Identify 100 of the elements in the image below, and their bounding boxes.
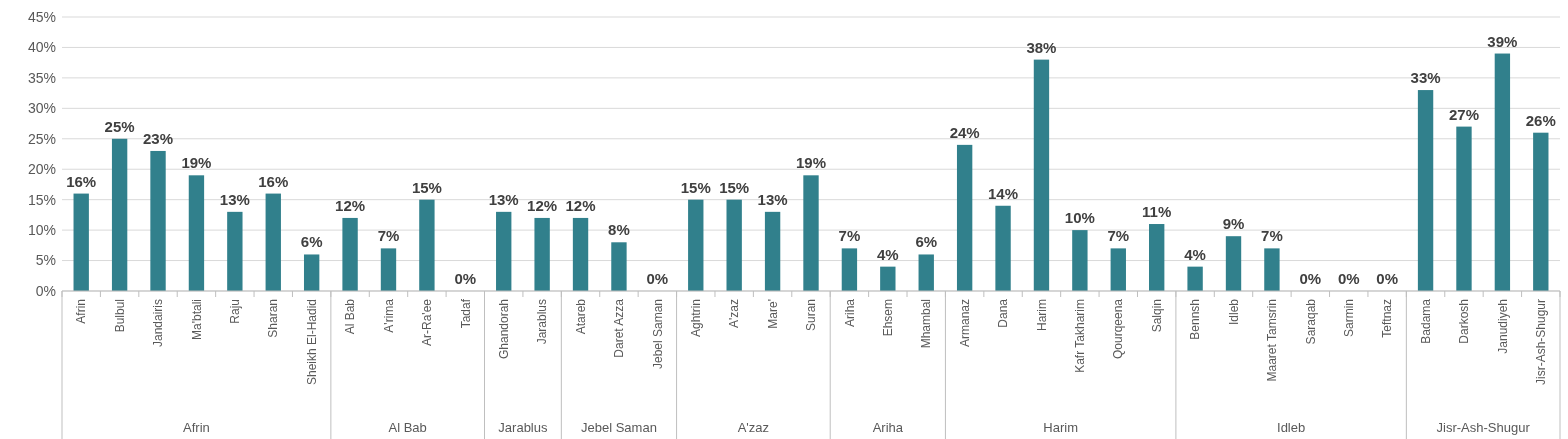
x-tick-label: Aghtrin (688, 299, 703, 338)
x-tick-label: Jarablus (535, 299, 550, 345)
y-tick-label: 20% (27, 161, 56, 178)
data-label: 10% (1064, 209, 1095, 227)
text: Jebel Saman (581, 420, 657, 435)
text: Ariha (872, 420, 904, 435)
y-tick-label: 45% (27, 8, 56, 25)
x-tick-label: Bennsh (1188, 299, 1203, 340)
bar (764, 211, 781, 291)
data-label: 12% (565, 196, 596, 214)
y-tick-label: 30% (27, 100, 56, 117)
x-tick-label: Mare' (765, 299, 780, 329)
data-label: 15% (719, 178, 750, 196)
x-tick-label: Jandairis (151, 299, 166, 348)
x-tick-label: Sheikh El-Hadid (304, 299, 319, 386)
data-label: 0% (646, 270, 669, 287)
data-label: 38% (1026, 38, 1057, 56)
x-tick-label: Teftnaz (1380, 299, 1395, 338)
data-label: 26% (1525, 111, 1556, 129)
data-label: 7% (377, 227, 400, 245)
text: Jisr-Ash-Shugur (1436, 420, 1531, 435)
x-tick-label: Atareb (573, 298, 588, 335)
data-label: 0% (1376, 270, 1398, 287)
x-tick-label: Afrin (74, 299, 89, 324)
data-label: 24% (949, 123, 980, 141)
bar (342, 217, 358, 291)
bar (880, 266, 896, 291)
bar (803, 175, 819, 291)
x-tick-label: Ma'btali (189, 299, 204, 340)
x-tick-label: Saraqab (1303, 298, 1318, 345)
data-label: 23% (143, 129, 174, 147)
bar (841, 248, 858, 291)
bar (1033, 59, 1050, 291)
bar (1456, 126, 1472, 291)
bar (956, 144, 973, 291)
x-tick-label: Badama (1418, 298, 1433, 344)
data-label: 15% (411, 178, 442, 196)
data-label: 7% (1107, 227, 1130, 245)
bar (1072, 230, 1088, 291)
y-tick-label: 35% (27, 69, 56, 86)
y-tick-label: 5% (35, 252, 56, 269)
x-tick-label: Salqin (1149, 299, 1164, 333)
x-tick-label: Jisr-Ash-Shugur (1533, 299, 1548, 386)
data-label: 0% (1299, 270, 1322, 287)
x-tick-label: Daret Azza (612, 298, 627, 358)
text: A'zaz (737, 420, 770, 435)
bar (188, 175, 205, 291)
data-label: 13% (219, 190, 250, 208)
data-label: 4% (876, 245, 899, 263)
data-label: 14% (988, 184, 1019, 202)
bar (111, 138, 128, 291)
x-tick-label: Tadaf (458, 298, 473, 329)
bar (303, 254, 320, 291)
bar (611, 242, 627, 291)
x-tick-label: Ghandorah (496, 299, 511, 360)
x-tick-label: Raju (228, 299, 243, 324)
bar (726, 199, 742, 291)
data-label: 12% (527, 196, 558, 214)
data-label: 8% (608, 221, 630, 239)
x-tick-label: Sarmin (1341, 299, 1356, 338)
bar (150, 150, 166, 291)
text: Al Bab (388, 420, 427, 435)
data-label: 11% (1142, 203, 1172, 221)
x-tick-label: Bulbul (112, 299, 127, 333)
bar (1149, 224, 1165, 291)
bar (419, 199, 435, 291)
bar (688, 199, 704, 291)
x-tick-label: Maaret Tamsrin (1265, 299, 1280, 382)
data-label: 6% (915, 233, 938, 251)
data-label: 7% (838, 227, 861, 245)
data-label: 39% (1487, 32, 1518, 50)
y-tick-label: 0% (35, 282, 56, 299)
x-tick-label: Sharan (266, 299, 281, 338)
data-label: 16% (258, 172, 289, 190)
bar (73, 193, 89, 291)
data-label: 19% (795, 154, 827, 172)
data-label: 9% (1222, 215, 1245, 233)
x-tick-label: Ar-Ra'ee (420, 298, 435, 346)
data-label: 0% (454, 270, 477, 287)
bar (1110, 248, 1126, 291)
data-label: 6% (300, 233, 323, 251)
y-tick-label: 25% (27, 130, 56, 147)
x-tick-label: Suran (804, 299, 819, 332)
x-tick-label: Kafr Takharim (1073, 299, 1088, 373)
text: Harim (1043, 420, 1078, 435)
text: Afrin (183, 420, 210, 435)
x-tick-label: A'zaz (727, 299, 742, 328)
x-tick-label: Idleb (1226, 298, 1241, 326)
x-tick-label: Janudiyeh (1495, 299, 1510, 354)
bar (380, 248, 397, 291)
y-tick-label: 40% (27, 39, 56, 56)
x-tick-label: Al Bab (343, 298, 358, 335)
text: Jarablus (498, 420, 548, 435)
x-tick-label: A'rima (381, 298, 396, 333)
x-tick-label: Qourqeena (1111, 298, 1126, 360)
bar (1533, 132, 1549, 291)
x-tick-label: Armanaz (957, 299, 972, 348)
data-label: 4% (1184, 245, 1206, 263)
bar (572, 217, 589, 291)
bar (1494, 53, 1511, 291)
